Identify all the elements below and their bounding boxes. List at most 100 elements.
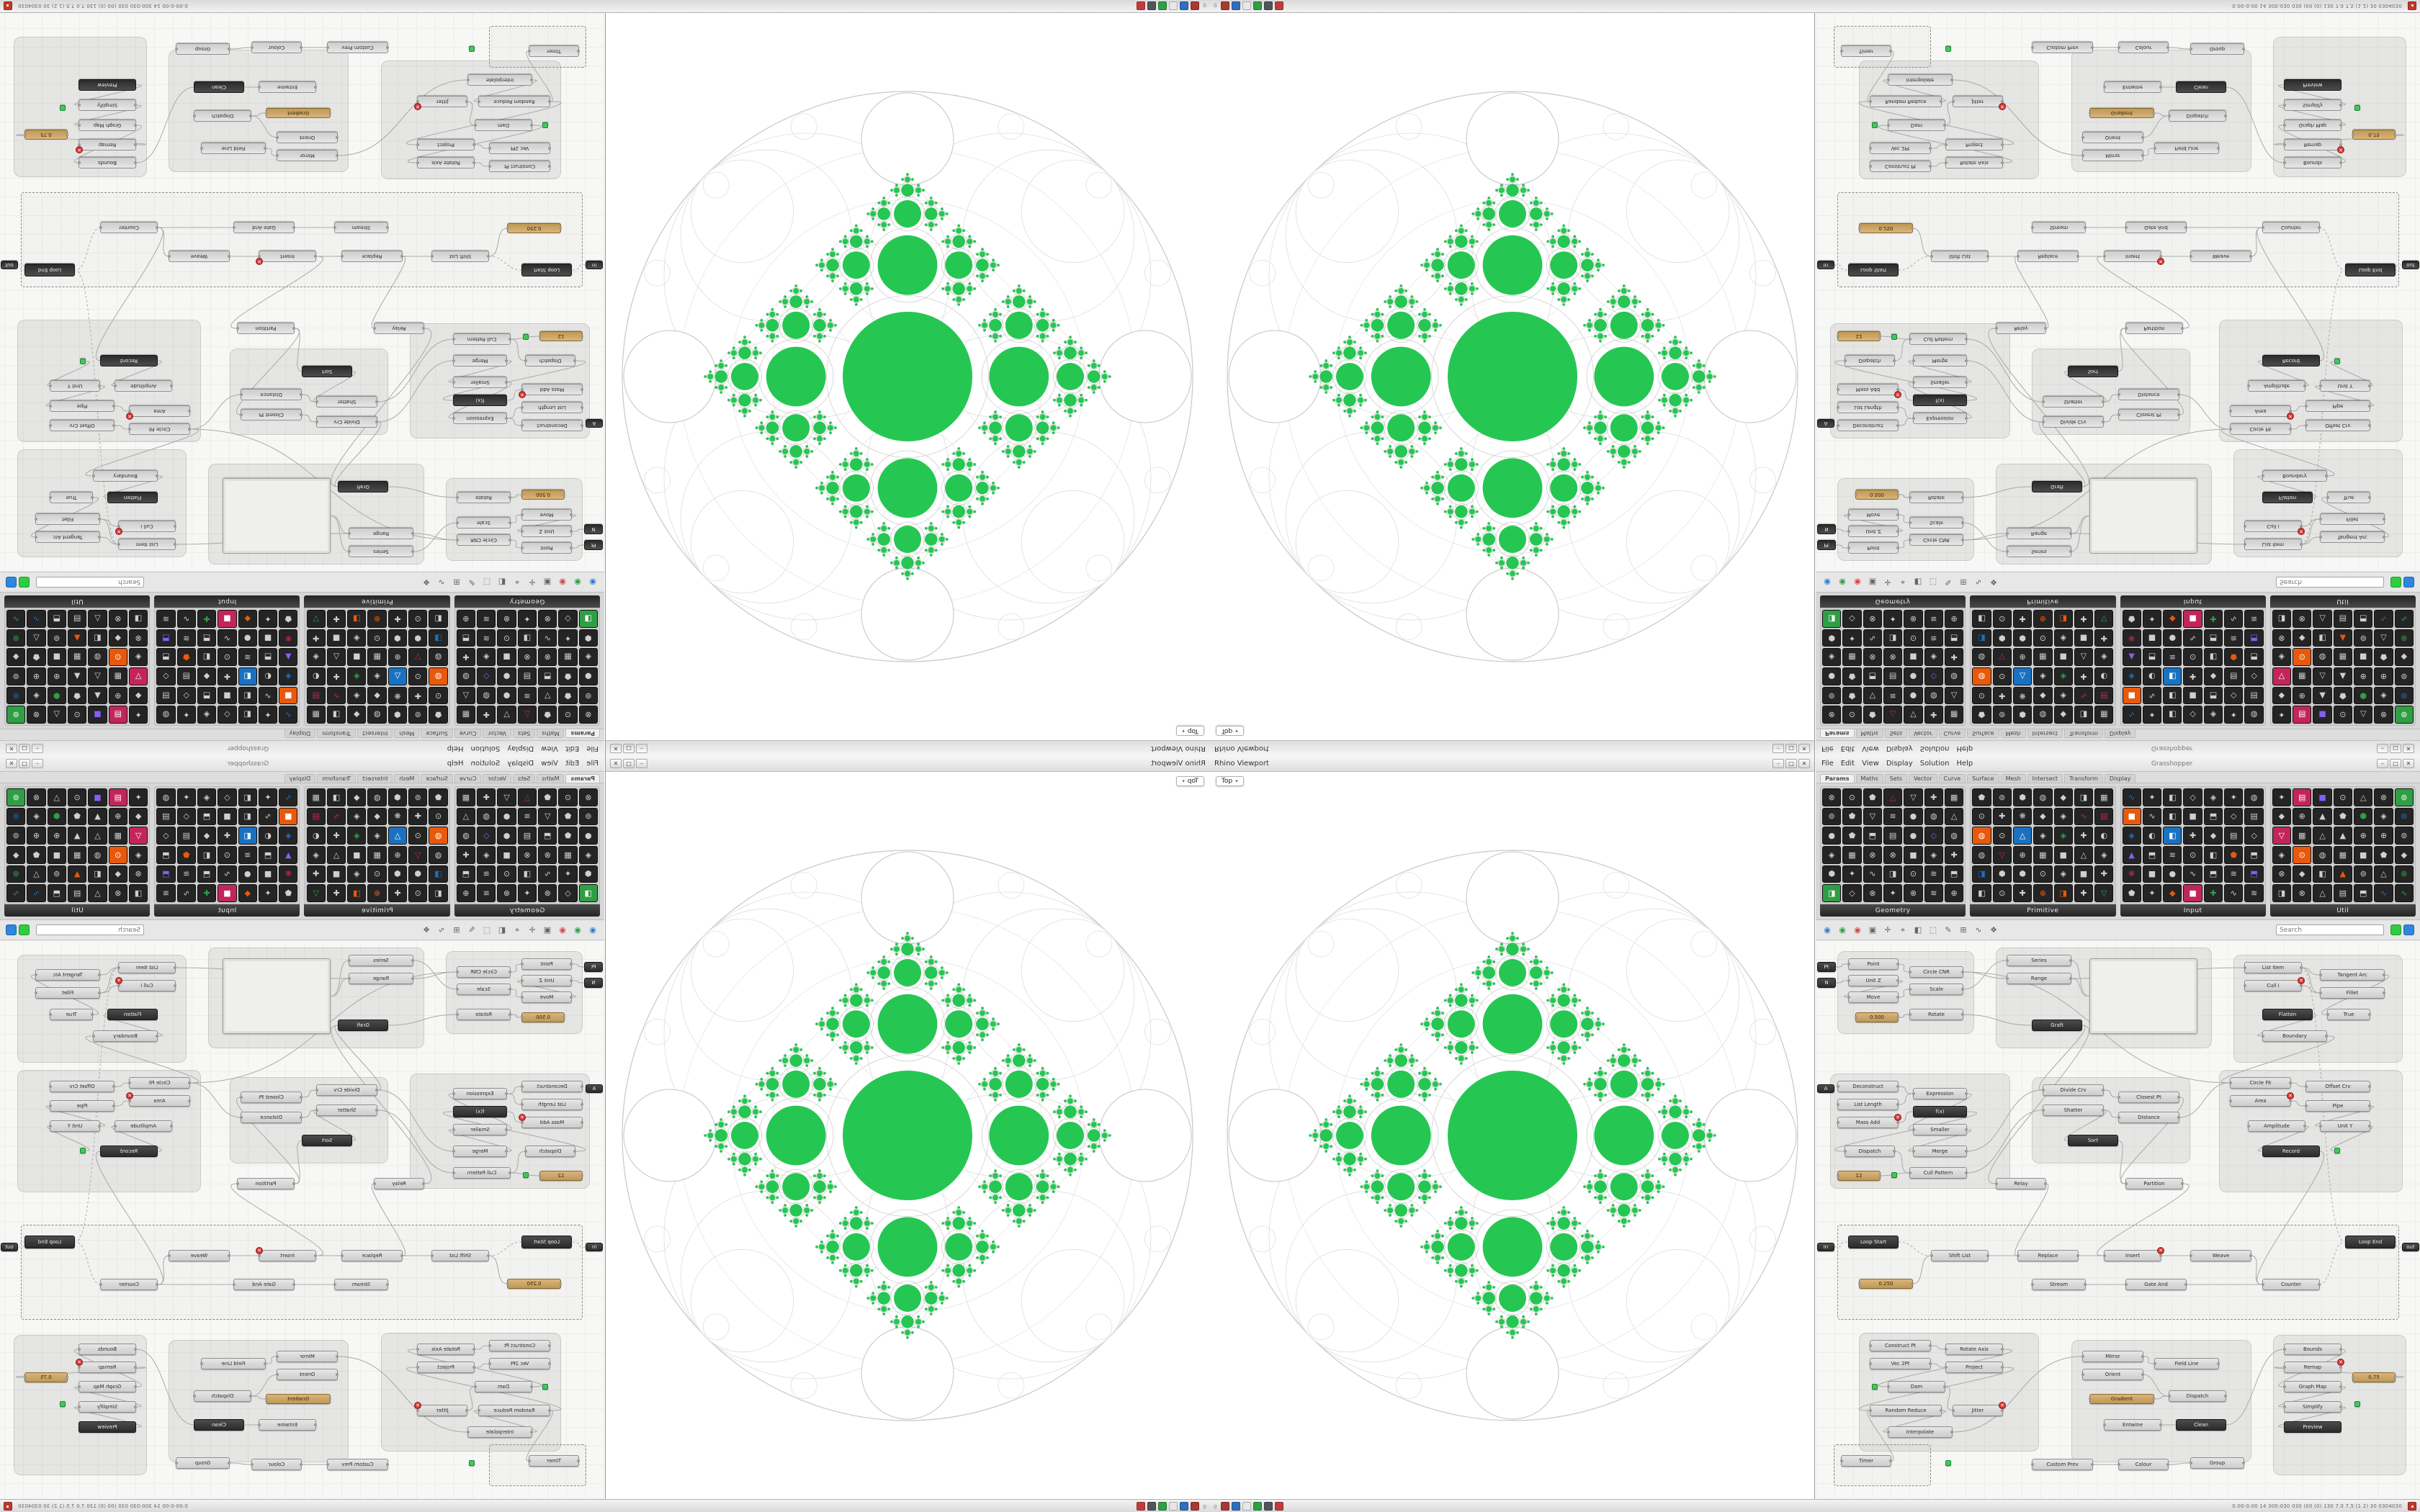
component-icon[interactable]: ⊗	[1863, 610, 1882, 628]
menu-view[interactable]: View	[541, 760, 558, 768]
gh-node[interactable]: Move	[521, 509, 572, 521]
gh-node[interactable]: Point	[521, 958, 572, 970]
component-icon[interactable]: ●	[2163, 865, 2182, 883]
component-icon[interactable]: ▲	[2333, 667, 2353, 685]
component-icon[interactable]: ⊕	[456, 884, 476, 902]
gh-node[interactable]: List Length	[521, 1099, 583, 1110]
component-icon[interactable]: ⬒	[2142, 845, 2162, 864]
component-icon[interactable]: ◍	[2244, 706, 2264, 724]
menu-file[interactable]: File	[1821, 760, 1834, 768]
gh-node[interactable]: Mass Add ✕	[519, 384, 583, 398]
component-icon[interactable]: ⬟	[2374, 845, 2393, 864]
close-button[interactable]: ✕	[2402, 759, 2414, 768]
component-icon[interactable]: ❋	[387, 686, 408, 705]
component-icon[interactable]: ∿	[2374, 610, 2393, 628]
panel-node[interactable]	[2089, 958, 2197, 1034]
gh-node[interactable]: True	[50, 492, 93, 503]
component-icon[interactable]: ■	[2074, 865, 2094, 883]
component-icon[interactable]: ≋	[2163, 845, 2182, 864]
gh-node[interactable]: Divide Crv	[2043, 416, 2104, 428]
minimize-button[interactable]: –	[1773, 759, 1784, 768]
gh-node[interactable]: Graph Map	[2284, 120, 2341, 131]
gh-node[interactable]: A	[586, 419, 603, 428]
component-icon[interactable]: ✚	[1924, 788, 1943, 806]
component-icon[interactable]: ◨	[347, 610, 367, 628]
gh-node[interactable]: Area ✕	[126, 1092, 190, 1107]
gh-node[interactable]: Tangent Arc	[35, 969, 100, 981]
component-icon[interactable]: ◇	[2224, 686, 2244, 705]
component-icon[interactable]: ✚	[2074, 827, 2094, 845]
component-icon[interactable]: ◇	[176, 807, 196, 826]
component-icon[interactable]: ◆	[197, 827, 217, 845]
component-icon[interactable]: ◆	[2053, 788, 2073, 806]
component-icon[interactable]: ◆	[2272, 686, 2292, 705]
gh-node[interactable]: Smaller	[1912, 1124, 1968, 1135]
component-icon[interactable]: ⬟	[1972, 788, 1991, 806]
component-icon[interactable]: ✦	[558, 865, 578, 883]
component-icon[interactable]: ◆	[347, 788, 367, 806]
component-icon[interactable]: ✚	[1944, 648, 1964, 667]
gh-node[interactable]: Graft	[2032, 1020, 2082, 1031]
gh-node[interactable]: 0.250	[1858, 1279, 1914, 1289]
component-icon[interactable]: ∿	[258, 686, 278, 705]
gh-node[interactable]: N	[584, 978, 603, 988]
component-icon[interactable]: △	[2012, 827, 2033, 845]
gh-node[interactable]: Gate And	[233, 222, 295, 233]
component-icon[interactable]: ▽	[1904, 706, 1923, 724]
component-icon[interactable]: ⬟	[558, 827, 578, 845]
component-icon[interactable]: ⊙	[1992, 884, 2012, 902]
toggle-node[interactable]	[542, 122, 548, 128]
gh-node[interactable]: Area ✕	[2229, 1092, 2294, 1107]
component-icon[interactable]: ◨	[517, 629, 537, 647]
gh-node[interactable]: 0.75	[2352, 130, 2396, 140]
gh-node[interactable]: in	[1817, 261, 1834, 269]
gh-node[interactable]: Project	[1945, 1362, 2004, 1373]
gh-node[interactable]: Move	[521, 991, 572, 1003]
tab-display[interactable]: Display	[284, 774, 316, 783]
component-icon[interactable]: ✦	[128, 788, 148, 806]
component-icon[interactable]: ✦	[2142, 610, 2162, 628]
tab-maths[interactable]: Maths	[537, 729, 565, 738]
component-icon[interactable]: ■	[2313, 706, 2332, 724]
component-icon[interactable]: ⊙	[429, 686, 448, 705]
component-icon[interactable]: ⊙	[1972, 686, 1991, 705]
component-icon[interactable]: ●	[497, 686, 516, 705]
gh-node[interactable]: Interpolate	[1887, 1426, 1953, 1438]
palette-group-label[interactable]: Util	[2269, 904, 2416, 917]
component-icon[interactable]: ■	[2053, 648, 2073, 667]
gh-node[interactable]: Gradient	[2089, 108, 2154, 118]
gh-node[interactable]: List Item	[2244, 962, 2303, 973]
component-icon[interactable]: ∿	[326, 807, 346, 826]
component-icon[interactable]: ◨	[429, 865, 448, 883]
component-icon[interactable]: ◨	[1822, 884, 1842, 902]
component-icon[interactable]: ⊙	[2333, 706, 2353, 724]
maximize-button[interactable]: □	[2389, 759, 2401, 768]
component-icon[interactable]: ▤	[176, 667, 196, 685]
component-icon[interactable]: ▦	[2033, 845, 2053, 864]
component-icon[interactable]: ⊙	[408, 610, 428, 628]
toolbar-icon[interactable]: ⬚	[1929, 577, 1937, 587]
component-icon[interactable]: ≋	[238, 648, 257, 667]
component-icon[interactable]: ⬢	[1822, 865, 1842, 883]
tab-curve[interactable]: Curve	[454, 729, 482, 738]
component-icon[interactable]: ⬒	[1863, 827, 1882, 845]
gh-node[interactable]: Shatter	[2043, 396, 2104, 408]
minimize-button[interactable]: –	[32, 759, 44, 768]
gh-node[interactable]: Scale	[1909, 517, 1963, 528]
gh-node[interactable]: Tangent Arc	[35, 531, 100, 543]
component-icon[interactable]: ✦	[517, 884, 537, 902]
gh-node[interactable]: Colour	[2118, 1459, 2169, 1470]
component-icon[interactable]: ⊙	[1992, 667, 2012, 685]
component-icon[interactable]: ⊙	[367, 865, 387, 883]
component-icon[interactable]: ◈	[2053, 827, 2073, 845]
taskbar-icon[interactable]	[1264, 1, 1273, 11]
component-icon[interactable]: ✦	[258, 610, 278, 628]
component-icon[interactable]: ◈	[1924, 648, 1943, 667]
component-icon[interactable]: ⊕	[47, 827, 66, 845]
component-icon[interactable]: ✚	[218, 667, 237, 685]
component-icon[interactable]: ◆	[2293, 865, 2312, 883]
component-icon[interactable]: ●	[238, 629, 257, 647]
taskbar-icon[interactable]	[1190, 1, 1199, 11]
gh-node[interactable]: Dispatch	[525, 355, 575, 366]
component-icon[interactable]: ≋	[2244, 884, 2264, 902]
